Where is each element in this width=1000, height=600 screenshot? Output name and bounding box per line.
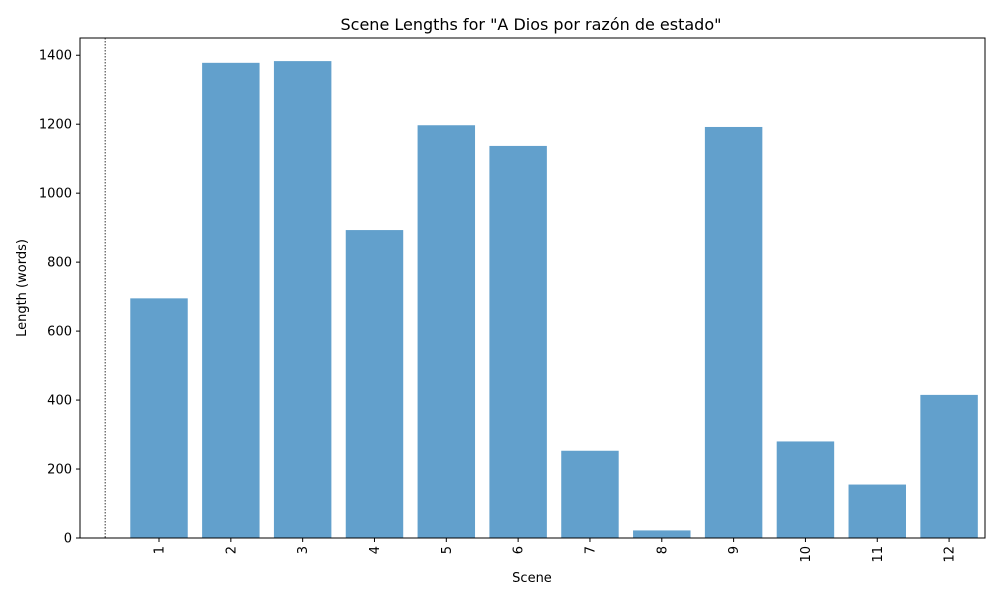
bar-scene-1 <box>130 298 188 538</box>
plot-frame <box>79 37 986 539</box>
x-tick-label: 8 <box>655 546 670 554</box>
y-axis-label: Length (words) <box>15 239 30 337</box>
x-tick-label: 12 <box>943 546 958 563</box>
bar-scene-6 <box>489 145 547 538</box>
x-tick-label: 9 <box>727 546 742 554</box>
y-tick-label: 800 <box>47 256 72 271</box>
bar-scene-3 <box>273 61 332 538</box>
x-axis-ticks: 1 2 3 4 5 6 7 8 9 10 11 12 <box>153 538 958 563</box>
bar-scene-4 <box>345 230 404 538</box>
chart-title: Scene Lengths for "A Dios por razón de e… <box>341 15 722 34</box>
bar-scene-12 <box>920 394 978 538</box>
x-axis-label: Scene <box>512 571 552 586</box>
y-axis-ticks: 0 200 400 600 800 1000 1200 1400 <box>39 49 80 547</box>
x-tick-label: 11 <box>871 546 886 563</box>
x-tick-label: 5 <box>440 546 455 554</box>
bar-scene-9 <box>704 126 763 538</box>
y-tick-label: 0 <box>64 532 72 547</box>
x-tick-label: 2 <box>224 546 239 554</box>
bar-scene-2 <box>202 62 260 539</box>
plot-area <box>79 37 986 539</box>
y-tick-label: 600 <box>47 325 72 340</box>
y-tick-label: 200 <box>47 463 72 478</box>
y-tick-label: 1200 <box>39 118 72 133</box>
y-tick-label: 1400 <box>39 49 72 64</box>
x-tick-label: 7 <box>583 546 598 554</box>
x-tick-label: 6 <box>512 546 527 554</box>
bar-scene-11 <box>848 484 906 538</box>
bar-scene-5 <box>417 125 476 538</box>
y-tick-label: 1000 <box>39 187 72 202</box>
x-tick-label: 4 <box>368 546 383 554</box>
bar-scene-8 <box>633 530 691 538</box>
bar-scene-10 <box>776 441 835 538</box>
x-tick-label: 3 <box>296 546 311 554</box>
y-tick-label: 400 <box>47 394 72 409</box>
bar-scene-7 <box>561 450 619 538</box>
x-tick-label: 10 <box>799 546 814 563</box>
x-tick-label: 1 <box>153 546 168 554</box>
